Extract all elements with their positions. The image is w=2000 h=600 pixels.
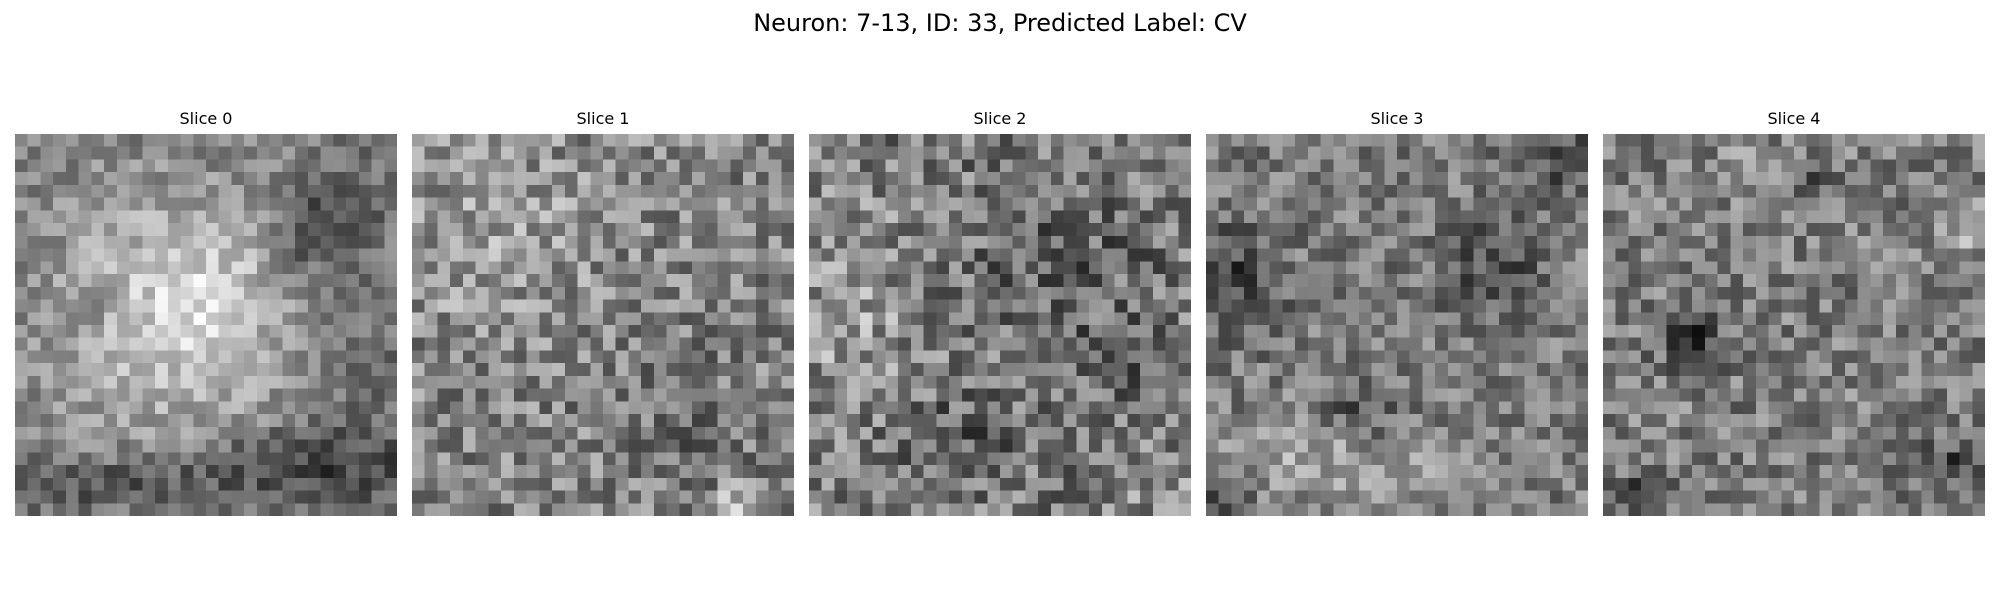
slice-image-3: [1206, 134, 1588, 516]
slice-panel-1: Slice 1: [412, 108, 794, 518]
slice-title-0: Slice 0: [179, 109, 233, 128]
slice-panel-4: Slice 4: [1603, 108, 1985, 518]
slice-panel-2: Slice 2: [809, 108, 1191, 518]
slice-title-3: Slice 3: [1370, 109, 1424, 128]
figure-title: Neuron: 7-13, ID: 33, Predicted Label: C…: [753, 9, 1247, 37]
slice-panel-3: Slice 3: [1206, 108, 1588, 518]
slice-panel-0: Slice 0: [15, 108, 397, 518]
slice-title-1: Slice 1: [576, 109, 630, 128]
slice-image-4: [1603, 134, 1985, 516]
slice-image-2: [809, 134, 1191, 516]
slice-title-4: Slice 4: [1767, 109, 1821, 128]
slice-title-2: Slice 2: [973, 109, 1027, 128]
slice-image-0: [15, 134, 397, 516]
slice-panels: Slice 0 Slice 1 Slice 2 Slice 3 Slice 4: [15, 108, 1985, 518]
slice-image-1: [412, 134, 794, 516]
